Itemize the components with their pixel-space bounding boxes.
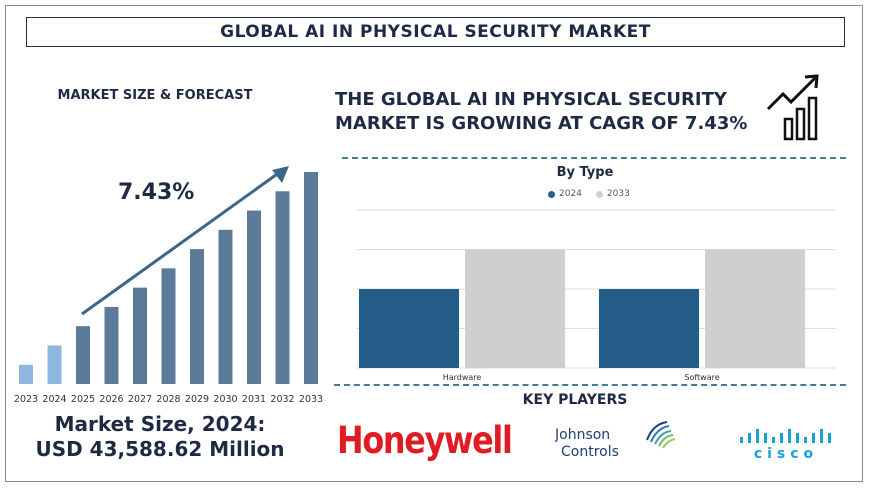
johnson-logo-text: Johnson — [555, 427, 610, 443]
page-title-text: GLOBAL AI IN PHYSICAL SECURITY MARKET — [220, 22, 651, 42]
by-type-bar-software-2024 — [599, 289, 699, 368]
johnson-controls-logo: Johnson Controls — [554, 418, 690, 468]
market-size-summary: Market Size, 2024: USD 43,588.62 Million — [10, 412, 310, 462]
forecast-x-tick-2027: 2027 — [128, 394, 152, 405]
by-type-title: By Type — [556, 165, 614, 180]
cagr-headline-line-1: THE GLOBAL AI IN PHYSICAL SECURITY — [335, 89, 727, 110]
market-size-heading: MARKET SIZE & FORECAST — [57, 88, 253, 103]
by-type-chart: Hardware Software — [356, 209, 836, 382]
legend-label-2033: 2033 — [606, 189, 630, 199]
by-type-x-tick-software: Software — [684, 373, 719, 382]
forecast-bar-2027 — [133, 287, 147, 384]
forecast-bar-2032 — [275, 191, 290, 384]
forecast-x-tick-2025: 2025 — [71, 394, 95, 405]
forecast-bar-2026 — [104, 306, 119, 384]
legend-item-2033: 2033 — [595, 189, 630, 199]
trend-arrow-line — [81, 170, 281, 316]
forecast-bar-2028 — [161, 268, 176, 384]
forecast-bar-2024 — [47, 345, 62, 384]
divider-bottom — [334, 384, 846, 386]
by-type-legend: 2024 2033 — [548, 189, 630, 199]
forecast-bar-2033 — [304, 172, 318, 384]
outer-frame — [5, 5, 863, 482]
forecast-x-tick-2030: 2030 — [213, 394, 237, 405]
legend-swatch-2033 — [595, 190, 603, 198]
cagr-label: 7.43% — [118, 180, 195, 205]
market-size-line-1: Market Size, 2024: — [54, 412, 266, 436]
forecast-bar-2030 — [218, 229, 233, 384]
forecast-x-tick-2024: 2024 — [42, 394, 66, 405]
by-type-bar-hardware-2024 — [359, 289, 459, 368]
by-type-bar-software-2033 — [705, 249, 805, 368]
legend-label-2024: 2024 — [559, 189, 582, 199]
forecast-x-tick-2032: 2032 — [270, 394, 294, 405]
honeywell-logo: Honeywell — [337, 419, 513, 462]
legend-swatch-2024 — [548, 190, 555, 198]
by-type-x-tick-hardware: Hardware — [443, 373, 482, 382]
page-title: GLOBAL AI IN PHYSICAL SECURITY MARKET — [26, 17, 845, 47]
forecast-x-tick-2026: 2026 — [99, 394, 123, 405]
forecast-x-tick-2031: 2031 — [242, 394, 266, 405]
forecast-bar-2029 — [190, 249, 204, 384]
forecast-bar-2025 — [76, 326, 90, 384]
by-type-bar-hardware-2033 — [465, 249, 565, 368]
controls-logo-text: Controls — [561, 444, 619, 460]
cisco-logo-text: cisco — [754, 446, 818, 461]
cagr-headline-line-2: MARKET IS GROWING AT CAGR OF 7.43% — [335, 113, 748, 134]
key-players-heading: KEY PLAYERS — [522, 392, 628, 408]
forecast-x-tick-2033: 2033 — [299, 394, 323, 405]
forecast-x-tick-2029: 2029 — [185, 394, 209, 405]
johnson-controls-mark: Johnson Controls — [554, 421, 676, 460]
cagr-headline: THE GLOBAL AI IN PHYSICAL SECURITY MARKE… — [335, 88, 765, 136]
johnson-swirl-icon — [646, 421, 676, 449]
growth-chart-icon — [766, 74, 819, 141]
market-forecast-chart: 2023 2024 2025 2026 2027 2028 2029 2030 2031 2032… — [14, 166, 323, 405]
legend-item-2024: 2024 — [548, 189, 582, 199]
cisco-logo: cisco — [736, 425, 836, 465]
forecast-x-tick-2023: 2023 — [14, 394, 38, 405]
forecast-bar-2023 — [19, 364, 33, 384]
forecast-x-tick-2028: 2028 — [156, 394, 180, 405]
forecast-bar-2031 — [247, 210, 261, 384]
cisco-bridge-icon — [740, 429, 831, 443]
cisco-mark: cisco — [740, 429, 831, 462]
trend-arrow-head — [272, 166, 289, 183]
divider-top — [342, 157, 846, 159]
market-size-line-2: USD 43,588.62 Million — [35, 437, 285, 461]
